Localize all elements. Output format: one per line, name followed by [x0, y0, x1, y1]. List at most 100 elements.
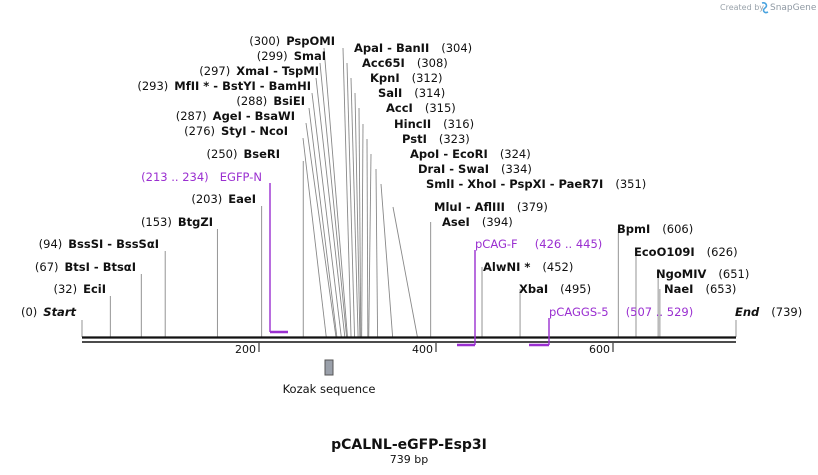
- enzyme-position-psti: (323): [439, 132, 470, 146]
- enzyme-label-psti[interactable]: PstI (323): [402, 132, 470, 146]
- leader-line-mlui-afliii: [392, 206, 418, 338]
- enzyme-label-ecoo109i[interactable]: EcoO109I (626): [634, 245, 738, 259]
- leader-line-sali: [354, 92, 361, 338]
- enzyme-leader-lines: [81, 47, 737, 338]
- enzyme-label-eaei[interactable]: (203) EaeI: [191, 192, 256, 206]
- enzyme-label-mfii-bstyi-bamhi[interactable]: (293) MfII * - BstYI - BamHI: [137, 79, 311, 93]
- primer-pcaggs-5-arrow[interactable]: [529, 318, 550, 347]
- enzyme-name-acc65i: Acc65I: [362, 56, 405, 70]
- leader-line-mfii-bstyi-bamhi: [311, 92, 342, 338]
- enzyme-label-btsi-bts-i[interactable]: (67) BtsI - BtsαI: [35, 260, 136, 274]
- leader-line-apoi-ecori: [368, 153, 372, 338]
- primer-pcaggs-5-label[interactable]: pCAGGS-5 (507 .. 529): [549, 301, 693, 320]
- primer-pcag-f-name: pCAG-F: [475, 237, 518, 251]
- enzyme-name-btsi-bts-i: BtsI - BtsαI: [65, 260, 136, 274]
- enzyme-position-smli-xhoi-pspxi-paer7i: (351): [615, 177, 646, 191]
- tick-label-600: 600: [589, 343, 610, 356]
- enzyme-label-apai-banii[interactable]: ApaI - BanII (304): [354, 41, 472, 55]
- enzyme-label-acc65i[interactable]: Acc65I (308): [362, 56, 448, 70]
- enzyme-position-agei-bsawi: (287): [176, 109, 207, 123]
- enzyme-label-acci[interactable]: AccI (315): [386, 101, 456, 115]
- enzyme-position-acci: (315): [425, 101, 456, 115]
- enzyme-label-smli-xhoi-pspxi-paer7i[interactable]: SmlI - XhoI - PspXI - PaeR7I (351): [426, 177, 646, 191]
- enzyme-name-naei: NaeI: [664, 282, 693, 296]
- enzyme-position-bsiei: (288): [236, 94, 267, 108]
- enzyme-name-acci: AccI: [386, 101, 413, 115]
- enzyme-label-naei[interactable]: NaeI (653): [664, 282, 736, 296]
- enzyme-position-mlui-afliii: (379): [517, 200, 548, 214]
- enzyme-label-mlui-afliii[interactable]: MluI - AflIII (379): [434, 200, 548, 214]
- enzyme-label-kpni[interactable]: KpnI (312): [370, 71, 443, 85]
- enzyme-position-apoi-ecori: (324): [500, 147, 531, 161]
- enzyme-name-alwni: AlwNI *: [483, 260, 530, 274]
- enzyme-position-eaei: (203): [191, 192, 222, 206]
- enzyme-position-end: (739): [771, 305, 802, 319]
- enzyme-label-ecii[interactable]: (32) EciI: [53, 282, 106, 296]
- enzyme-position-btgzi: (153): [141, 215, 172, 229]
- enzyme-label-sali[interactable]: SalI (314): [378, 86, 445, 100]
- enzyme-position-kpni: (312): [412, 71, 443, 85]
- enzyme-name-psti: PstI: [402, 132, 427, 146]
- snapgene-logo-icon: [761, 2, 769, 14]
- primer-egfp-n-label[interactable]: (213 .. 234) EGFP-N: [141, 166, 262, 185]
- enzyme-label-apoi-ecori[interactable]: ApoI - EcoRI (324): [410, 147, 531, 161]
- enzyme-name-start: Start: [43, 305, 76, 319]
- leader-line-acc65i: [346, 62, 356, 338]
- enzyme-name-asei: AseI: [442, 215, 470, 229]
- enzyme-name-bpmi: BpmI: [617, 222, 650, 236]
- enzyme-label-styi-ncoi[interactable]: (276) StyI - NcoI: [184, 124, 288, 138]
- enzyme-position-btsi-bts-i: (67): [35, 260, 59, 274]
- enzyme-name-ngomiv: NgoMIV: [656, 267, 706, 281]
- enzyme-label-agei-bsawi[interactable]: (287) AgeI - BsaWI: [176, 109, 295, 123]
- enzyme-label-ngomiv[interactable]: NgoMIV (651): [656, 267, 749, 281]
- enzyme-name-smai: SmaI: [294, 49, 326, 63]
- axis-ticks: 200 400 600: [235, 343, 614, 356]
- enzyme-position-ecoo109i: (626): [707, 245, 738, 259]
- enzyme-position-bpmi: (606): [662, 222, 693, 236]
- enzyme-position-apai-banii: (304): [441, 41, 472, 55]
- enzyme-position-hincii: (316): [443, 117, 474, 131]
- kozak-sequence-feature[interactable]: [324, 359, 334, 376]
- enzyme-label-btgzi[interactable]: (153) BtgZI: [141, 215, 213, 229]
- enzyme-label-end[interactable]: End (739): [735, 305, 802, 319]
- enzyme-label-xmai-tspmi[interactable]: (297) XmaI - TspMI: [199, 64, 319, 78]
- enzyme-labels: (0) Start (32) EciI (67) BtsI - BtsαI (94) BssS…: [21, 34, 802, 319]
- enzyme-label-alwni[interactable]: AlwNI * (452): [483, 260, 573, 274]
- enzyme-name-bseri: BseRI: [243, 147, 280, 161]
- primer-pcaggs-5-range: (507 .. 529): [626, 305, 694, 319]
- enzyme-name-eaei: EaeI: [228, 192, 256, 206]
- enzyme-label-asei[interactable]: AseI (394): [442, 215, 513, 229]
- enzyme-position-xbai: (495): [560, 282, 591, 296]
- enzyme-name-pspomi: PspOMI: [286, 34, 335, 48]
- primer-pcag-f-arrow[interactable]: [457, 250, 476, 347]
- enzyme-label-hincii[interactable]: HincII (316): [394, 117, 474, 131]
- enzyme-position-asei: (394): [482, 215, 513, 229]
- credit-brand: SnapGene: [770, 3, 817, 13]
- enzyme-position-styi-ncoi: (276): [184, 124, 215, 138]
- enzyme-position-acc65i: (308): [417, 56, 448, 70]
- enzyme-label-bpmi[interactable]: BpmI (606): [617, 222, 693, 236]
- leader-line-apai-banii: [342, 47, 352, 338]
- enzyme-label-drai-swai[interactable]: DraI - SwaI (334): [418, 162, 532, 176]
- kozak-sequence-label: Kozak sequence: [283, 382, 376, 396]
- enzyme-label-smai[interactable]: (299) SmaI: [257, 49, 326, 63]
- enzyme-label-bsssi-bsss-i[interactable]: (94) BssSI - BssSαI: [39, 237, 159, 251]
- enzyme-position-ngomiv: (651): [718, 267, 749, 281]
- enzyme-name-end: End: [735, 305, 760, 319]
- enzyme-name-apai-banii: ApaI - BanII: [354, 41, 429, 55]
- enzyme-label-bsiei[interactable]: (288) BsiEI: [236, 94, 305, 108]
- enzyme-name-sali: SalI: [378, 86, 402, 100]
- primer-egfp-n-arrow[interactable]: [269, 183, 288, 334]
- enzyme-name-btgzi: BtgZI: [178, 215, 213, 229]
- credit-prefix: Created by: [720, 3, 764, 12]
- plasmid-backbone: [82, 336, 736, 343]
- leader-line-smli-xhoi-pspxi-paer7i: [380, 183, 394, 338]
- enzyme-label-start[interactable]: (0) Start: [21, 305, 77, 319]
- enzyme-position-smai: (299): [257, 49, 288, 63]
- enzyme-label-pspomi[interactable]: (300) PspOMI: [249, 34, 335, 48]
- enzyme-name-kpni: KpnI: [370, 71, 400, 85]
- enzyme-label-xbai[interactable]: XbaI (495): [519, 282, 591, 296]
- primer-pcag-f-label[interactable]: pCAG-F (426 .. 445): [475, 233, 602, 252]
- enzyme-label-bseri[interactable]: (250) BseRI: [207, 147, 280, 161]
